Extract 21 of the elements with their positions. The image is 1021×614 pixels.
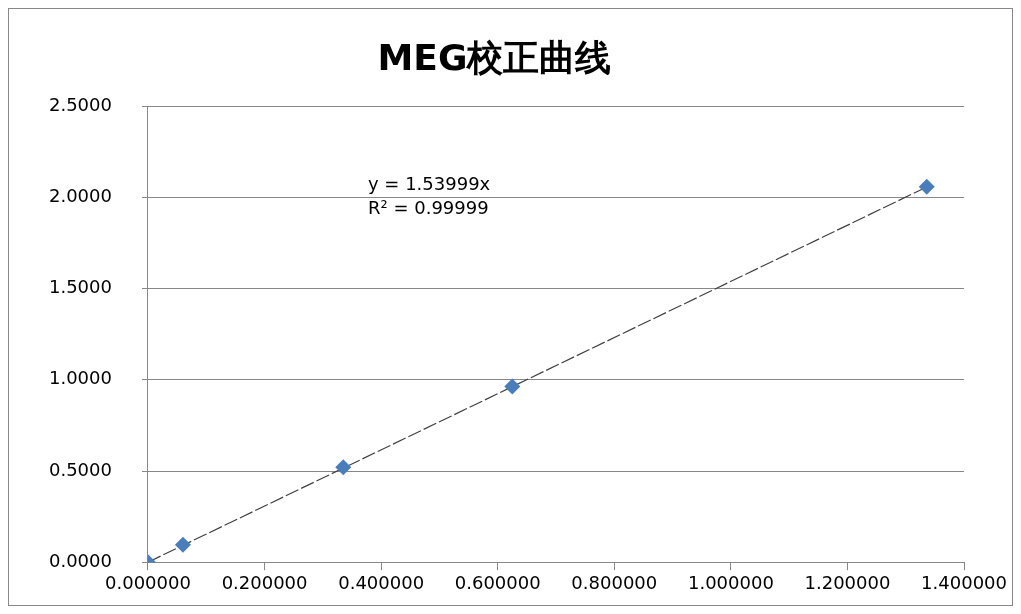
x-tick-label: 0.600000 xyxy=(454,571,541,593)
y-tick-label: 0.0000 xyxy=(49,549,112,571)
x-tick-label: 0.400000 xyxy=(338,571,425,593)
annotation: R² = 0.99999 xyxy=(367,196,489,218)
point xyxy=(504,378,521,395)
x-tick-label: 0.000000 xyxy=(105,571,191,593)
point xyxy=(174,536,191,553)
x-tick-label: 1.400000 xyxy=(921,571,1007,593)
point xyxy=(335,459,352,476)
y-tick-label: 1.5000 xyxy=(49,276,112,298)
annotation: y = 1.53999x xyxy=(367,172,491,194)
point xyxy=(918,178,935,195)
y-tick-label: 0.5000 xyxy=(49,458,112,480)
x-tick-label: 1.200000 xyxy=(804,571,891,593)
chart-title: MEG校正曲线 xyxy=(377,36,612,78)
x-tick-label: 0.200000 xyxy=(221,571,308,593)
x-tick-label: 0.800000 xyxy=(571,571,658,593)
y-tick-label: 2.5000 xyxy=(49,93,112,115)
y-tick-label: 1.0000 xyxy=(49,367,112,389)
x-tick-label: 1.000000 xyxy=(687,571,774,593)
y-tick-label: 2.0000 xyxy=(49,185,112,207)
